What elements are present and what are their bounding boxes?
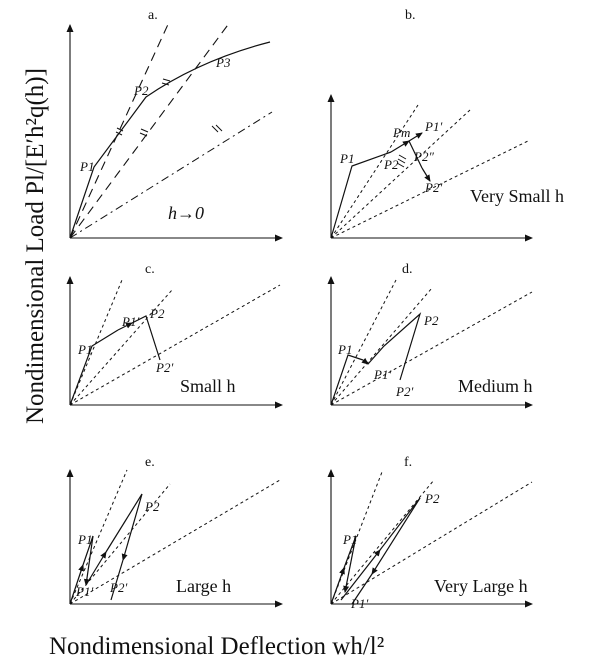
point-label: P3 xyxy=(215,55,231,70)
panel-caption: Very Large h xyxy=(434,576,528,596)
point-label: P1′ xyxy=(424,119,442,134)
tick-mark xyxy=(162,78,171,82)
loading-path xyxy=(390,140,410,153)
panel-caption: h→0 xyxy=(168,203,204,223)
unloading-path xyxy=(408,132,423,142)
unloading-path xyxy=(121,493,143,561)
secant-line-1 xyxy=(69,19,171,239)
unloading-path xyxy=(343,535,357,593)
panel-c: c. P1 P1′ P2 P2′ Small h xyxy=(66,262,283,409)
loading-path xyxy=(69,564,84,605)
panel-letter: e. xyxy=(145,455,155,470)
unloading-path xyxy=(110,559,124,601)
point-label: P2 xyxy=(144,499,160,514)
point-label: P1 xyxy=(339,151,354,166)
tick-mark xyxy=(215,124,223,132)
loading-path xyxy=(330,354,364,406)
unloading-path xyxy=(131,315,161,361)
unloading-path xyxy=(367,312,422,381)
panel-d: d. P1 P1′ P2 P2′ Medium h xyxy=(327,262,533,409)
point-label: P2″ xyxy=(413,149,434,164)
loading-path xyxy=(69,329,119,406)
point-label: P1′ xyxy=(75,584,93,599)
secant-line-3 xyxy=(330,291,533,406)
point-label: P2 xyxy=(133,83,149,98)
point-label: P2 xyxy=(424,491,440,506)
unloading-path xyxy=(83,535,94,586)
panel-letter: f. xyxy=(404,455,412,470)
unloading-path xyxy=(351,573,373,605)
loading-path xyxy=(105,493,143,553)
secant-line-1 xyxy=(69,469,128,605)
unloading-path xyxy=(421,167,431,182)
point-label: P2′ xyxy=(395,384,413,399)
loading-path xyxy=(330,151,392,239)
point-label: P2′ xyxy=(109,580,127,595)
point-label: P1 xyxy=(77,532,92,547)
secant-line-3 xyxy=(69,479,281,605)
panel-letter: b. xyxy=(405,8,416,23)
loading-path xyxy=(408,140,423,169)
panel-e: e. P1 P1′ P2 P2′ Large h xyxy=(66,455,283,608)
point-label: P1′ xyxy=(373,367,391,382)
secant-line-2 xyxy=(330,287,433,406)
panel-caption: Small h xyxy=(180,376,236,396)
panel-caption: Very Small h xyxy=(470,186,564,206)
secant-line-3 xyxy=(69,284,281,406)
point-label: P1′ xyxy=(121,314,139,329)
point-label: P2 xyxy=(423,313,439,328)
tick-mark xyxy=(397,158,406,164)
point-label: P2 xyxy=(149,306,165,321)
loading-path xyxy=(343,535,357,569)
panel-letter: d. xyxy=(402,262,413,277)
secant-line-2 xyxy=(330,479,435,605)
panel-f: f. P1 P1′ P2 Very Large h xyxy=(327,455,533,611)
loading-path xyxy=(379,497,421,551)
tick-mark xyxy=(398,154,407,160)
point-label: P2′ xyxy=(155,360,173,375)
loading-path xyxy=(361,357,369,365)
loading-path xyxy=(330,567,345,605)
panel-caption: Medium h xyxy=(458,376,533,396)
tick-mark xyxy=(115,131,123,136)
point-label: P1′ xyxy=(350,596,368,611)
panel-letter: c. xyxy=(145,262,155,277)
loading-path xyxy=(85,551,107,586)
point-label: P1 xyxy=(342,532,357,547)
point-label: P1 xyxy=(77,342,92,357)
point-label: P1 xyxy=(79,159,94,174)
point-label: P1 xyxy=(337,342,352,357)
panel-b: b. P1 P2 Pm P1′ P2″ P2′ Very Small h xyxy=(327,8,564,242)
panel-caption: Large h xyxy=(176,576,231,596)
loading-curve xyxy=(69,41,271,239)
secant-line-1 xyxy=(69,279,123,406)
secant-line-2 xyxy=(69,21,231,239)
point-label: P2 xyxy=(383,157,399,172)
secant-line-1 xyxy=(330,104,419,239)
panel-a: a. P1 P2 P3 h→0 xyxy=(66,8,283,242)
tick-mark xyxy=(211,125,219,133)
tick-mark xyxy=(161,82,170,86)
tick-mark xyxy=(139,132,148,137)
panel-letter: a. xyxy=(148,8,158,23)
unloading-path xyxy=(371,497,421,575)
tick-mark xyxy=(396,162,405,168)
tick-mark xyxy=(116,127,124,132)
y-axis-title: Nondimensional Load Pl/[E′h²q(h)] xyxy=(22,68,49,424)
loading-path xyxy=(117,322,133,331)
secant-line-2 xyxy=(69,289,173,406)
secant-line-2 xyxy=(330,109,471,239)
secant-line-3 xyxy=(330,139,531,239)
point-label: Pm xyxy=(392,125,410,140)
x-axis-title: Nondimensional Deflection wh/l² xyxy=(49,633,384,660)
loading-path xyxy=(82,535,94,566)
point-label: P2′ xyxy=(424,180,442,195)
loading-path xyxy=(340,549,381,601)
tick-mark xyxy=(140,128,149,133)
secant-line-3 xyxy=(69,111,273,239)
